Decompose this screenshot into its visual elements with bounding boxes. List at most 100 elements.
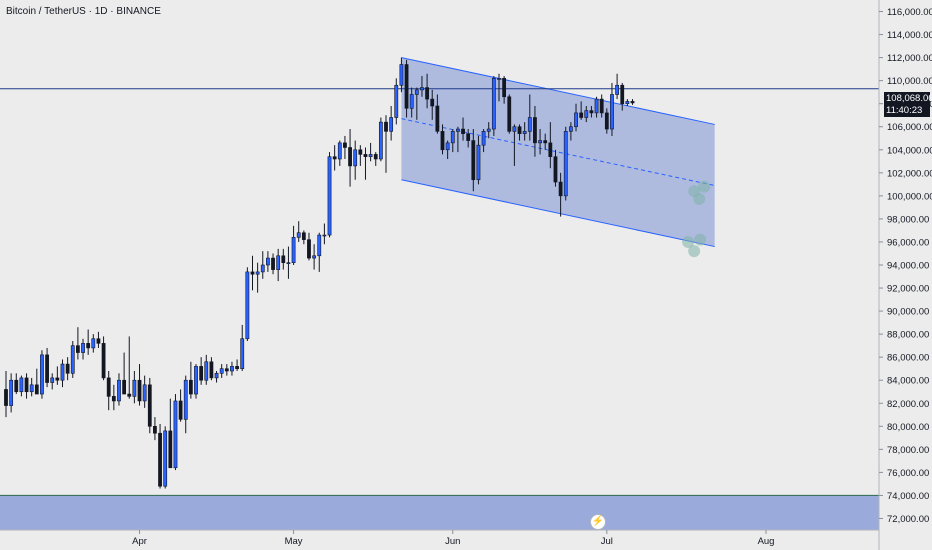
candle[interactable] [296, 221, 301, 242]
candle[interactable] [106, 371, 111, 411]
candle[interactable] [394, 78, 399, 125]
candle[interactable] [163, 426, 168, 489]
channel-layer[interactable] [401, 57, 715, 248]
candle[interactable] [384, 115, 388, 173]
candle[interactable] [132, 371, 137, 404]
candle[interactable] [147, 377, 152, 434]
candle[interactable] [209, 357, 214, 381]
candle[interactable] [615, 73, 619, 100]
candle[interactable] [60, 359, 65, 388]
candle[interactable] [348, 129, 352, 187]
candle[interactable] [466, 129, 471, 148]
candle[interactable] [327, 152, 332, 238]
candle[interactable] [368, 142, 373, 162]
candle[interactable] [476, 135, 481, 185]
candle[interactable] [522, 122, 527, 141]
candle[interactable] [250, 255, 255, 291]
candle[interactable] [34, 368, 39, 395]
candle[interactable] [568, 122, 573, 141]
candle[interactable] [404, 59, 409, 118]
candle[interactable] [224, 364, 229, 376]
candle[interactable] [29, 377, 34, 397]
candle[interactable] [14, 373, 19, 395]
candle[interactable] [517, 124, 522, 141]
candle[interactable] [353, 140, 358, 180]
candle[interactable] [65, 357, 70, 381]
candle[interactable] [430, 89, 435, 120]
candle[interactable] [40, 350, 44, 399]
candle[interactable] [4, 371, 8, 418]
candle[interactable] [450, 129, 455, 153]
candle[interactable] [594, 96, 599, 118]
candle[interactable] [271, 253, 275, 275]
candle[interactable] [122, 352, 127, 395]
candle[interactable] [178, 389, 183, 422]
candle[interactable] [445, 140, 450, 159]
candle[interactable] [96, 331, 101, 348]
candle[interactable] [117, 373, 121, 406]
candle[interactable] [620, 82, 625, 111]
candle[interactable] [337, 140, 342, 166]
candle[interactable] [168, 398, 173, 469]
candle[interactable] [188, 361, 193, 399]
candle[interactable] [409, 87, 414, 118]
candle[interactable] [373, 152, 378, 166]
candle[interactable] [322, 223, 327, 245]
candle[interactable] [142, 375, 147, 408]
candle[interactable] [538, 129, 542, 155]
candle[interactable] [527, 94, 532, 141]
candle[interactable] [378, 117, 383, 162]
candle[interactable] [625, 99, 630, 106]
candle[interactable] [45, 347, 49, 388]
candle[interactable] [235, 359, 239, 371]
candle[interactable] [389, 106, 394, 141]
candle[interactable] [456, 126, 460, 153]
candle[interactable] [332, 145, 337, 171]
candle[interactable] [548, 122, 553, 169]
candle[interactable] [630, 99, 635, 105]
candle[interactable] [491, 76, 496, 136]
candle[interactable] [317, 232, 322, 272]
candle[interactable] [599, 94, 604, 118]
candle[interactable] [286, 246, 291, 279]
candle[interactable] [127, 336, 132, 399]
candle[interactable] [24, 373, 29, 399]
candle[interactable] [502, 76, 507, 104]
candle[interactable] [76, 327, 80, 360]
candle[interactable] [240, 324, 245, 371]
candle[interactable] [343, 135, 347, 159]
candle[interactable] [312, 244, 317, 270]
candle[interactable] [420, 76, 424, 97]
candle[interactable] [245, 267, 250, 342]
candle[interactable] [553, 149, 558, 187]
candle[interactable] [291, 225, 296, 265]
candle[interactable] [276, 248, 281, 282]
candle[interactable] [440, 124, 445, 155]
candle[interactable] [111, 384, 116, 411]
candle[interactable] [255, 262, 260, 293]
candle[interactable] [425, 73, 429, 109]
candle[interactable] [610, 82, 614, 136]
candle[interactable] [219, 364, 224, 378]
candle[interactable] [81, 338, 85, 360]
candle[interactable] [158, 424, 162, 489]
candle[interactable] [230, 361, 234, 376]
y-axis[interactable]: 72,000.00 74,000.00 76,000.00 78,000.00 80,0… [879, 7, 932, 525]
candle[interactable] [584, 106, 589, 123]
candle[interactable] [9, 373, 14, 413]
candle[interactable] [183, 375, 188, 434]
candle[interactable] [19, 375, 24, 397]
candle[interactable] [91, 334, 96, 353]
candle[interactable] [260, 251, 265, 279]
candle[interactable] [70, 341, 75, 378]
candle[interactable] [471, 129, 476, 192]
candle-layer[interactable] [4, 57, 635, 489]
channel-mid-line[interactable] [401, 118, 715, 186]
candle[interactable] [173, 394, 178, 471]
candle[interactable] [414, 87, 419, 120]
candle[interactable] [533, 106, 537, 157]
candle[interactable] [461, 117, 465, 141]
candle[interactable] [486, 122, 491, 139]
candle[interactable] [574, 103, 578, 132]
